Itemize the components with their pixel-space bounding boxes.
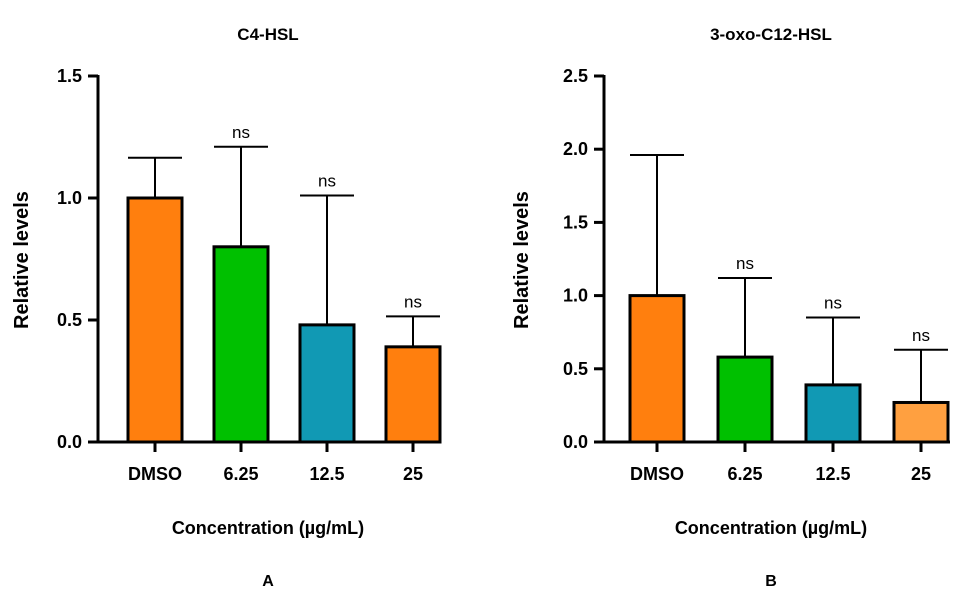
x-tick-label: DMSO xyxy=(128,464,182,484)
panel-label: B xyxy=(765,573,777,590)
chart-marks: 0.0 0.5 1.0 1.5 2.0 2.5 DMSO 6.25 ns 12.5 ns 25 ns xyxy=(563,66,950,484)
bar xyxy=(298,323,356,444)
bar xyxy=(384,345,442,444)
y-axis-label: Relative levels xyxy=(11,191,33,329)
significance-label: ns xyxy=(318,172,336,191)
y-tick-label: 0.0 xyxy=(57,432,82,452)
x-tick-label: 12.5 xyxy=(815,464,850,484)
bar xyxy=(804,383,862,444)
bar xyxy=(628,294,686,444)
bar xyxy=(212,245,270,444)
y-tick-label: 1.5 xyxy=(563,212,588,232)
significance-label: ns xyxy=(912,326,930,345)
x-tick-label: 25 xyxy=(403,464,423,484)
x-tick-label: 6.25 xyxy=(727,464,762,484)
significance-label: ns xyxy=(404,292,422,311)
y-tick-label: 2.0 xyxy=(563,139,588,159)
significance-label: ns xyxy=(736,254,754,273)
panel-label: A xyxy=(262,573,274,590)
y-tick-label: 1.0 xyxy=(563,286,588,306)
bar xyxy=(716,355,774,444)
x-tick-label: 6.25 xyxy=(223,464,258,484)
x-axis-label: Concentration (µg/mL) xyxy=(172,518,364,538)
y-axis-label: Relative levels xyxy=(511,191,533,329)
y-tick-label: 0.5 xyxy=(563,359,588,379)
chart-title: 3-oxo-C12-HSL xyxy=(710,25,832,44)
x-tick-label: DMSO xyxy=(630,464,684,484)
y-tick-label: 1.5 xyxy=(57,66,82,86)
bar xyxy=(892,400,950,444)
significance-label: ns xyxy=(232,123,250,142)
y-tick-label: 0.0 xyxy=(563,432,588,452)
y-tick-label: 1.0 xyxy=(57,188,82,208)
bar xyxy=(126,196,184,444)
y-tick-label: 0.5 xyxy=(57,310,82,330)
chart-title: C4-HSL xyxy=(237,25,298,44)
chart-marks: 0.0 0.5 1.0 1.5 DMSO 6.25 ns 12.5 ns 25 ns xyxy=(57,66,442,484)
chart-panel-b: 3-oxo-C12-HSL Relative levels Concentrat… xyxy=(511,25,950,590)
x-axis-label: Concentration (µg/mL) xyxy=(675,518,867,538)
x-tick-label: 25 xyxy=(911,464,931,484)
y-tick-label: 2.5 xyxy=(563,66,588,86)
significance-label: ns xyxy=(824,294,842,313)
chart-panel-a: C4-HSL Relative levels Concentration (µg… xyxy=(11,25,442,590)
x-tick-label: 12.5 xyxy=(309,464,344,484)
